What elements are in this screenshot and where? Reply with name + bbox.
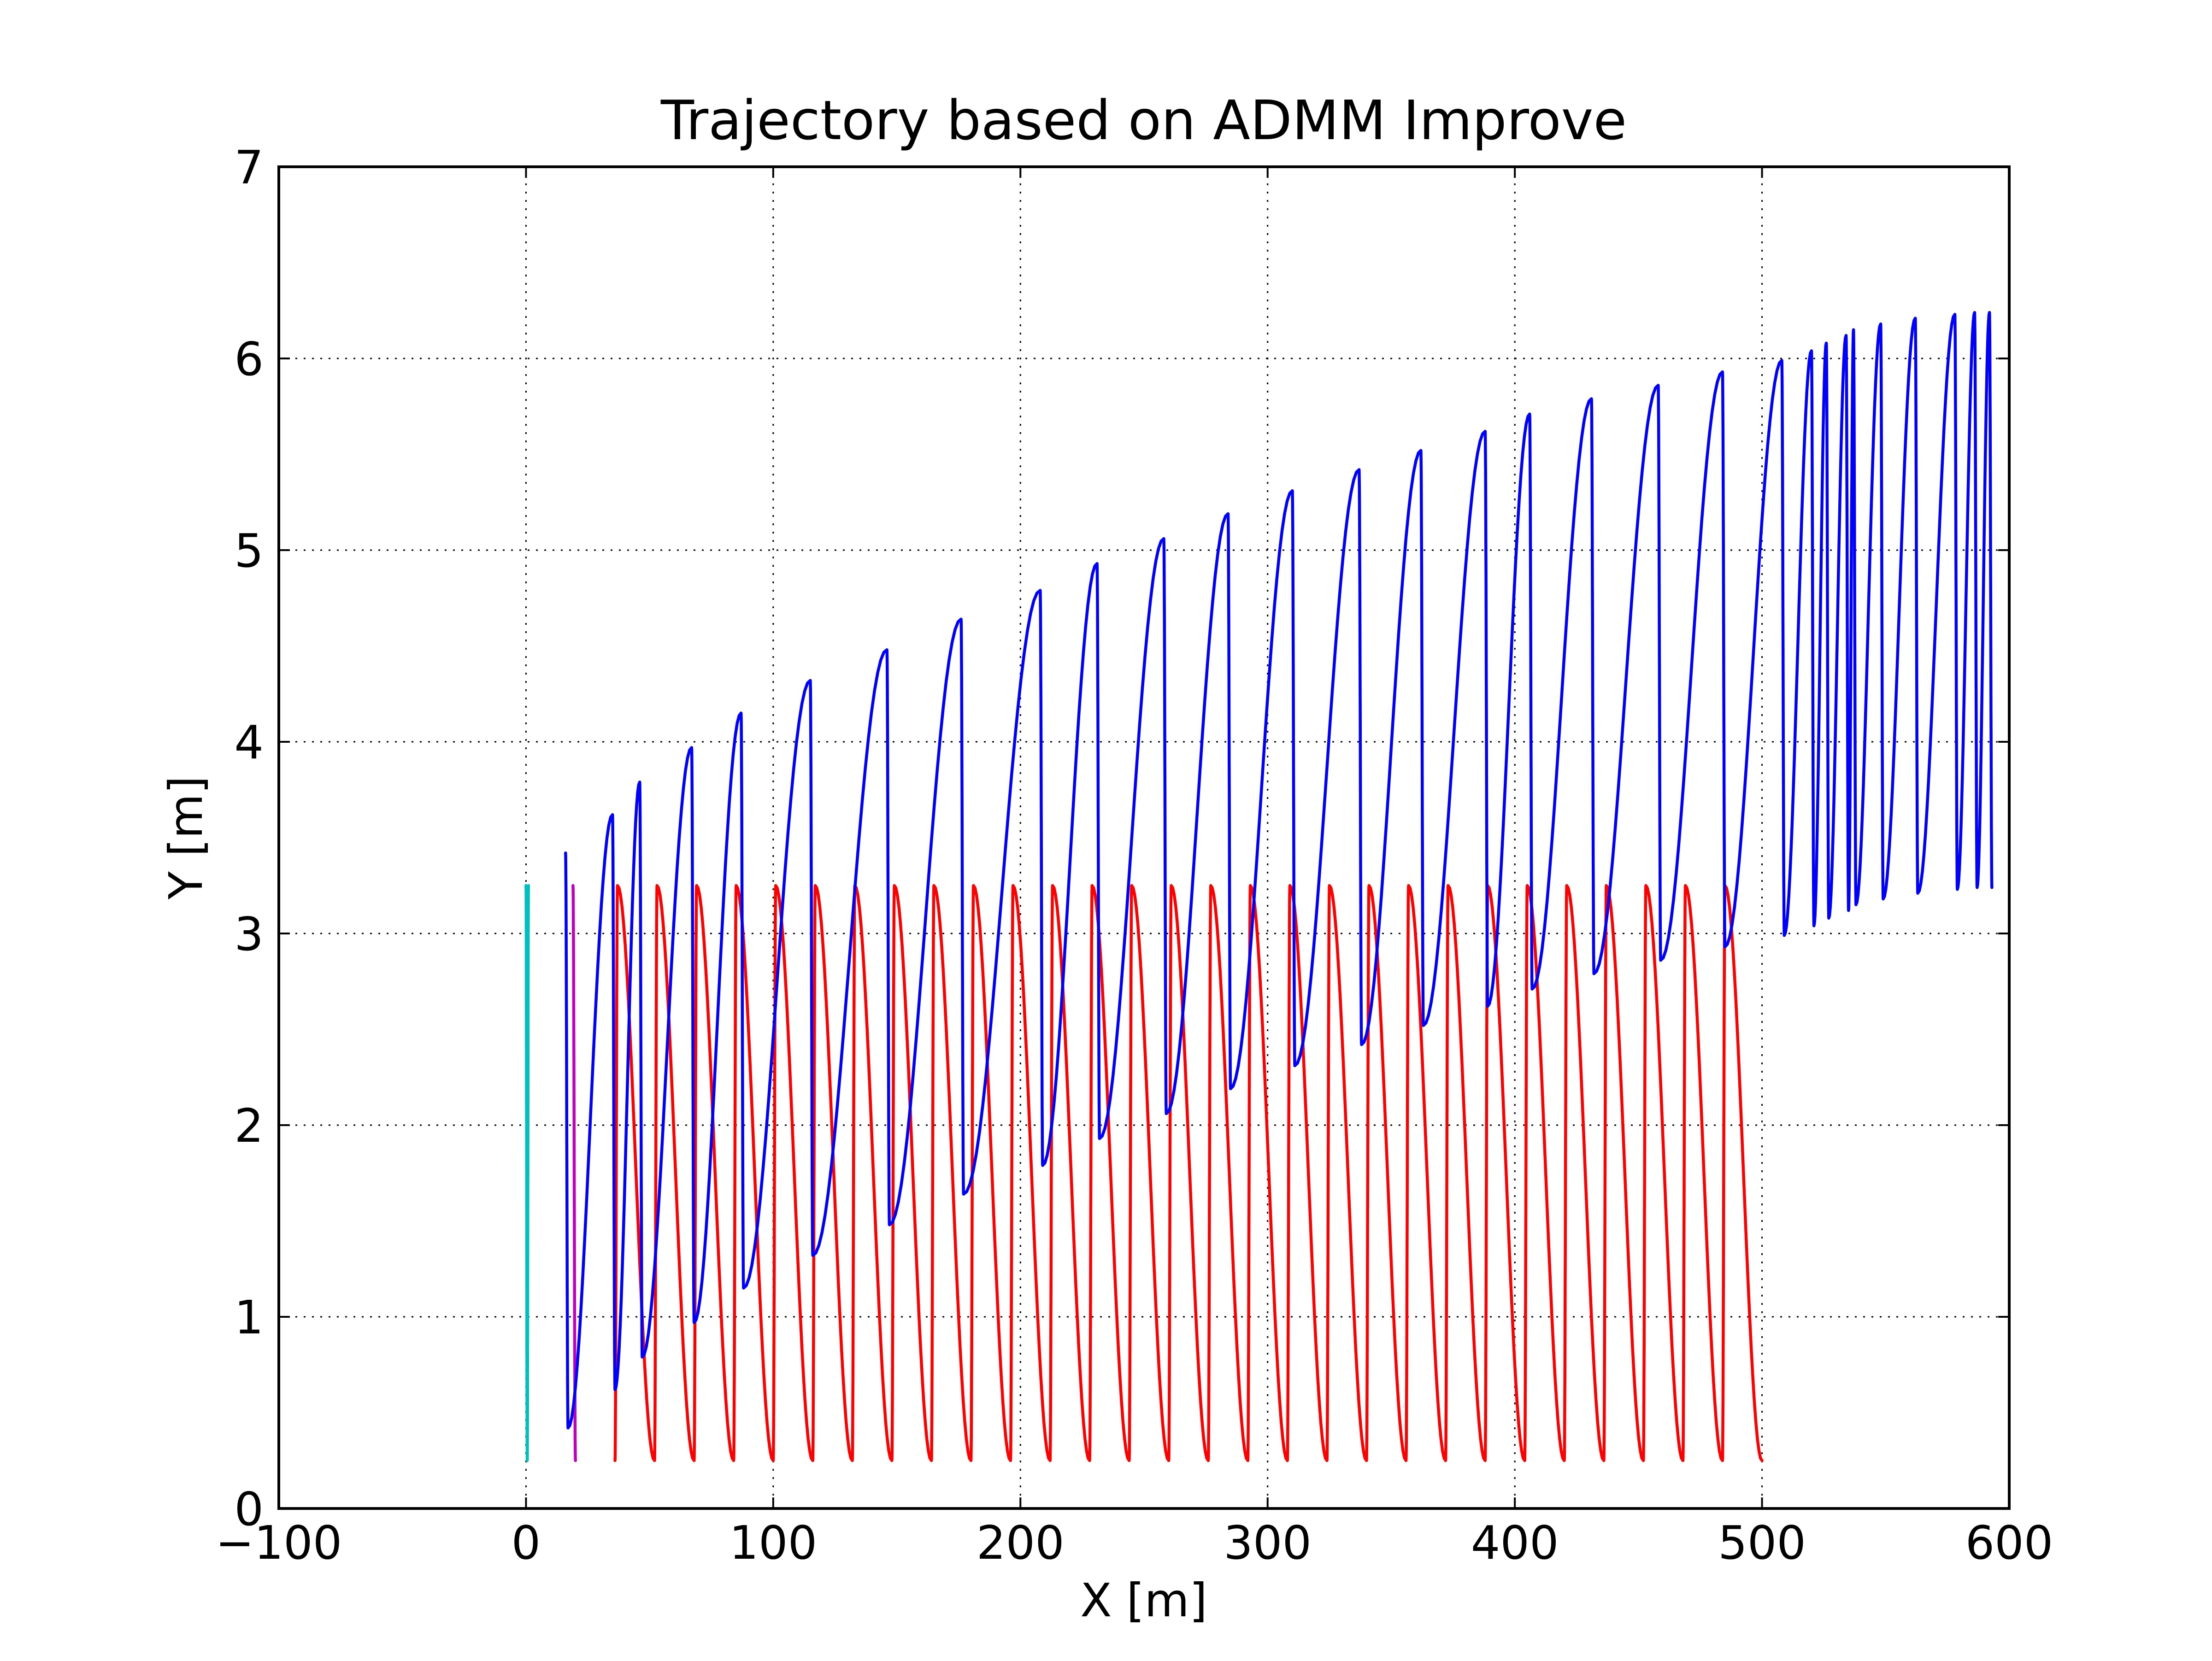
y-tick-label: 5 xyxy=(234,524,264,578)
chart-title: Trajectory based on ADMM Improve xyxy=(660,88,1627,152)
y-tick-label: 6 xyxy=(234,332,264,386)
y-tick-label: 3 xyxy=(234,907,264,961)
x-tick-label: −100 xyxy=(216,1516,342,1570)
plot-frame xyxy=(277,165,2011,1510)
x-tick-label: 600 xyxy=(1965,1516,2053,1570)
y-axis-label: Y [m] xyxy=(159,776,213,900)
x-axis-label: X [m] xyxy=(1080,1573,1207,1627)
x-tick-label: 0 xyxy=(512,1516,541,1570)
y-tick-labels: 0 1 2 3 4 5 6 7 xyxy=(234,141,264,1536)
x-tick-label: 100 xyxy=(729,1516,817,1570)
x-tick-label: 500 xyxy=(1718,1516,1806,1570)
series-layer xyxy=(524,311,1994,1462)
x-tick-label: 300 xyxy=(1224,1516,1312,1570)
y-tick-label: 4 xyxy=(234,716,264,769)
y-tick-label: 7 xyxy=(234,141,264,194)
trajectory-series-3 xyxy=(613,884,1764,1462)
y-tick-label: 1 xyxy=(234,1291,264,1344)
x-tick-labels: −100 0 100 200 300 400 500 600 xyxy=(216,1516,2053,1570)
x-tick-label: 400 xyxy=(1471,1516,1559,1570)
ticks xyxy=(278,166,2010,1509)
trajectory-series-2 xyxy=(571,884,577,1462)
trajectory-series-1 xyxy=(524,884,530,1462)
y-tick-label: 0 xyxy=(234,1482,264,1536)
y-tick-label: 2 xyxy=(234,1099,264,1153)
x-tick-label: 200 xyxy=(977,1516,1065,1570)
trajectory-series-4 xyxy=(564,311,1994,1430)
